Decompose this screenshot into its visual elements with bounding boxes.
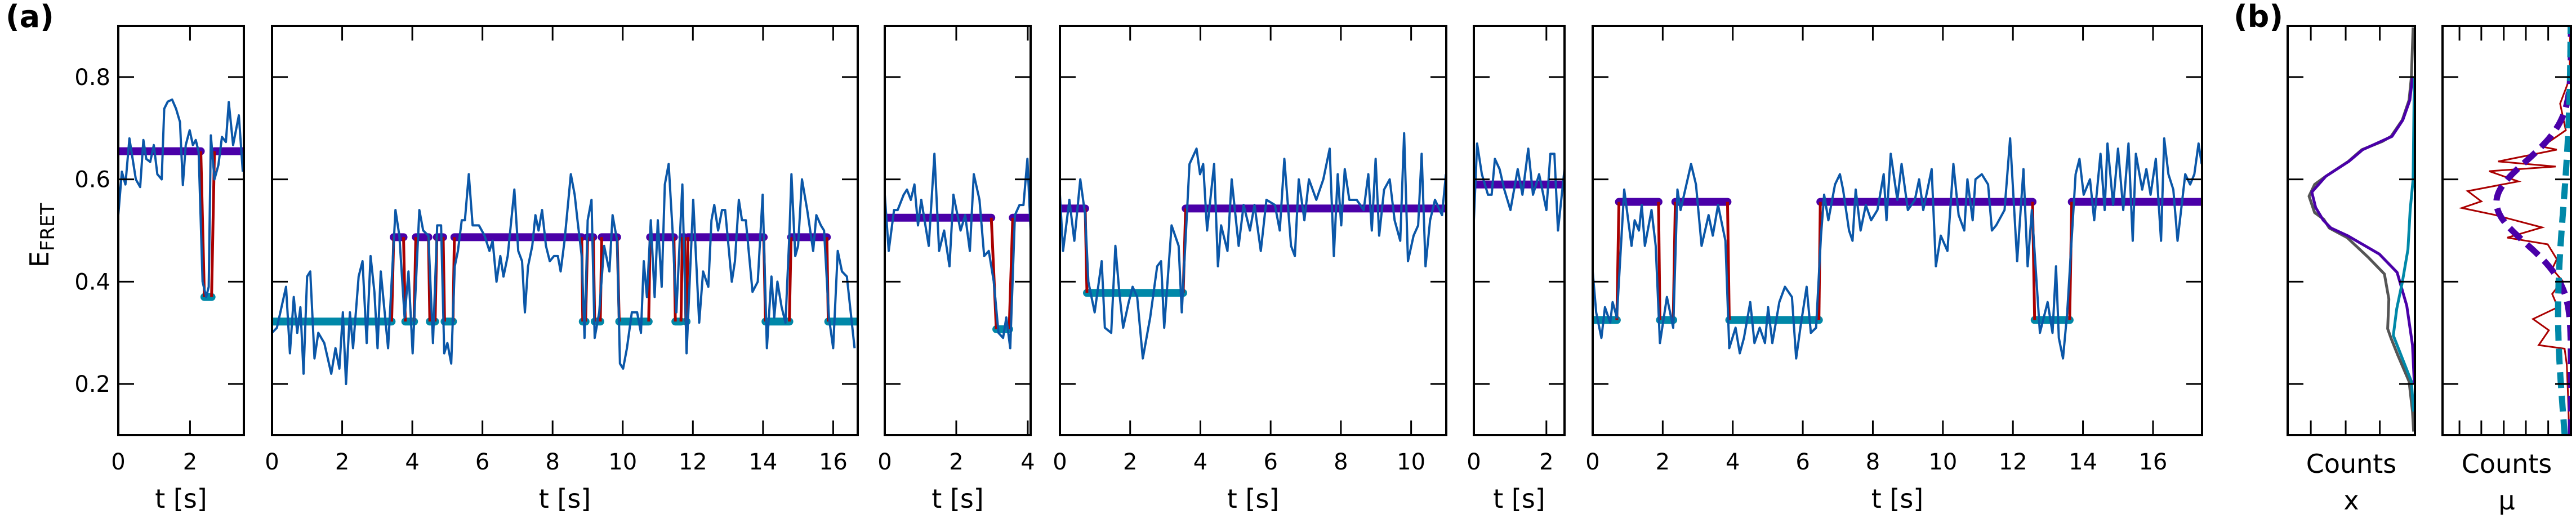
histogram-curve-total [2307, 27, 2415, 432]
state-transition [685, 237, 690, 322]
x-tick-label: 6 [1795, 449, 1810, 475]
x-tick-label: 0 [877, 449, 892, 475]
gaussian-fit-low [2555, 26, 2571, 435]
x-axis-label: Counts [2462, 449, 2552, 479]
x-axis-sublabel: μ [2498, 485, 2515, 516]
y-axis-label-main: E [24, 251, 55, 267]
x-tick-label: 8 [1334, 449, 1348, 475]
plot-area [1060, 132, 1446, 360]
fret-trace [272, 163, 856, 386]
y-tick-label: 0.2 [74, 372, 110, 397]
y-axis-label-sub: FRET [37, 203, 59, 252]
x-tick-label: 2 [1656, 449, 1670, 475]
x-tick-label: 16 [819, 449, 848, 475]
fret-trace [1474, 142, 1565, 232]
y-tick-label: 0.4 [74, 269, 110, 295]
x-tick-label: 2 [1539, 449, 1553, 475]
state-transition [199, 151, 206, 297]
x-axis-label: t [s] [932, 484, 984, 514]
fret-trace [118, 98, 244, 298]
axes-frame [884, 25, 1032, 436]
x-axis-label: t [s] [1493, 484, 1545, 514]
plot-area [2458, 26, 2571, 435]
y-tick-label: 0.6 [74, 167, 110, 193]
axes-frame [2287, 25, 2416, 436]
state-transition [1657, 202, 1661, 320]
panel-2: 0 2 4 6 8 10 12 14 16 t [s] [265, 25, 859, 514]
x-tick-label: 12 [1999, 449, 2027, 475]
plot-area [2307, 27, 2415, 432]
axes-frame [271, 25, 859, 436]
x-tick-label: 14 [2069, 449, 2097, 475]
x-tick-label: 0 [111, 449, 125, 475]
x-tick-label: 10 [1397, 449, 1425, 475]
x-tick-label: 0 [1585, 449, 1599, 475]
panel-7: Counts x [2287, 25, 2416, 516]
x-axis-label: t [s] [155, 484, 207, 514]
fret-trace [885, 153, 1031, 350]
x-tick-label: 4 [405, 449, 419, 475]
state-transition [788, 237, 793, 322]
panel-8: Counts μ [2441, 25, 2572, 516]
axes-frame [1059, 25, 1447, 436]
x-tick-label: 0 [1467, 449, 1481, 475]
x-tick-label: 4 [1020, 449, 1035, 475]
axes-frame [1473, 25, 1566, 436]
x-tick-label: 2 [949, 449, 963, 475]
plot-area [272, 163, 858, 386]
x-tick-label: 2 [1123, 449, 1137, 475]
x-axis-label: t [s] [1227, 484, 1280, 514]
x-tick-label: 10 [1928, 449, 1957, 475]
axes-frame [1592, 25, 2203, 436]
x-axis-label: t [s] [539, 484, 591, 514]
x-axis-label: t [s] [1871, 484, 1924, 514]
x-tick-label: 16 [2138, 449, 2167, 475]
panel-4: 0 2 4 6 8 10 t [s] [1053, 25, 1447, 514]
panel-5: 0 2 t [s] [1467, 25, 1566, 514]
x-tick-label: 14 [748, 449, 777, 475]
panels: 0 2 t [s] 0.2 0.4 0.6 0.8 0 2 4 6 8 10 12 14 16 t [s] 0 2 4… [74, 25, 2572, 516]
x-tick-label: 2 [335, 449, 349, 475]
x-tick-label: 12 [679, 449, 707, 475]
x-tick-label: 8 [1866, 449, 1880, 475]
panel-1: 0 2 t [s] 0.2 0.4 0.6 0.8 [74, 25, 245, 514]
plot-area [1593, 137, 2202, 360]
fret-trace [1593, 137, 2202, 360]
panel-3: 0 2 4 t [s] [877, 25, 1035, 514]
x-tick-label: 10 [608, 449, 637, 475]
x-tick-label: 0 [265, 449, 279, 475]
state-transition [1726, 202, 1731, 320]
plot-area [118, 98, 244, 301]
panel-label-b: (b) [2234, 0, 2283, 34]
histogram-curve-low [2392, 77, 2415, 412]
panel-label-a: (a) [6, 0, 54, 34]
state-transition [1008, 217, 1014, 329]
histogram-curve-high [2310, 77, 2415, 384]
state-transition [442, 237, 446, 322]
x-tick-label: 6 [1263, 449, 1277, 475]
x-axis-sublabel: x [2343, 485, 2359, 516]
x-tick-label: 2 [183, 449, 197, 475]
x-tick-label: 6 [475, 449, 489, 475]
x-axis-label: Counts [2306, 449, 2397, 479]
plot-area [885, 153, 1031, 350]
axes-frame [2441, 25, 2572, 436]
x-tick-label: 4 [1726, 449, 1740, 475]
axes-frame [117, 25, 245, 436]
x-tick-label: 0 [1053, 449, 1067, 475]
fret-trace [1060, 132, 1446, 360]
state-transition [679, 237, 684, 322]
plot-area [1474, 142, 1565, 232]
x-tick-label: 4 [1193, 449, 1207, 475]
y-tick-label: 0.8 [74, 65, 110, 91]
y-axis-label: EFRET [24, 203, 59, 268]
panel-6: 0 2 4 6 8 10 12 14 16 t [s] [1585, 25, 2203, 514]
x-tick-label: 8 [545, 449, 559, 475]
